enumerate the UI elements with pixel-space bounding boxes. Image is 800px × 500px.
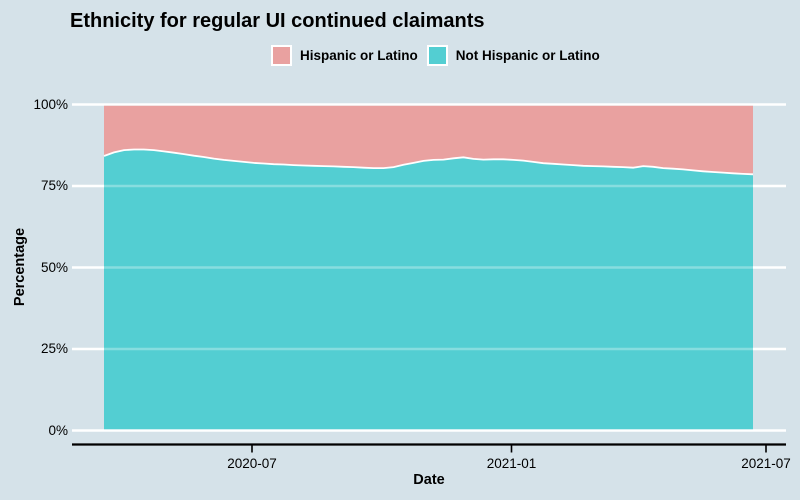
x-tick-label: 2021-01	[486, 456, 537, 471]
y-tick-label: 25%	[40, 341, 68, 356]
series-boundary-line	[103, 148, 754, 176]
area-hispanic	[104, 105, 753, 175]
chart-title: Ethnicity for regular UI continued claim…	[70, 10, 485, 32]
y-tick-label: 50%	[40, 259, 68, 275]
y-tick-label: 75%	[40, 178, 68, 193]
area-not-hispanic	[104, 149, 753, 430]
legend-swatch-not-hispanic	[426, 45, 448, 66]
x-tick-label: 2021-07	[741, 456, 791, 471]
legend-label-not-hispanic: Not Hispanic or Latino	[455, 48, 600, 63]
legend: Hispanic or Latino Not Hispanic or Latin…	[271, 45, 600, 66]
y-tick-label: 0%	[48, 422, 68, 438]
legend-swatch-hispanic	[271, 45, 292, 66]
x-axis-title: Date	[413, 472, 445, 488]
legend-item-not-hispanic: Not Hispanic or Latino	[426, 45, 600, 66]
y-tick-label: 100%	[33, 96, 68, 112]
legend-item-hispanic: Hispanic or Latino	[271, 45, 418, 66]
x-tick-label: 2020-07	[227, 456, 277, 471]
legend-label-hispanic: Hispanic or Latino	[300, 48, 418, 63]
